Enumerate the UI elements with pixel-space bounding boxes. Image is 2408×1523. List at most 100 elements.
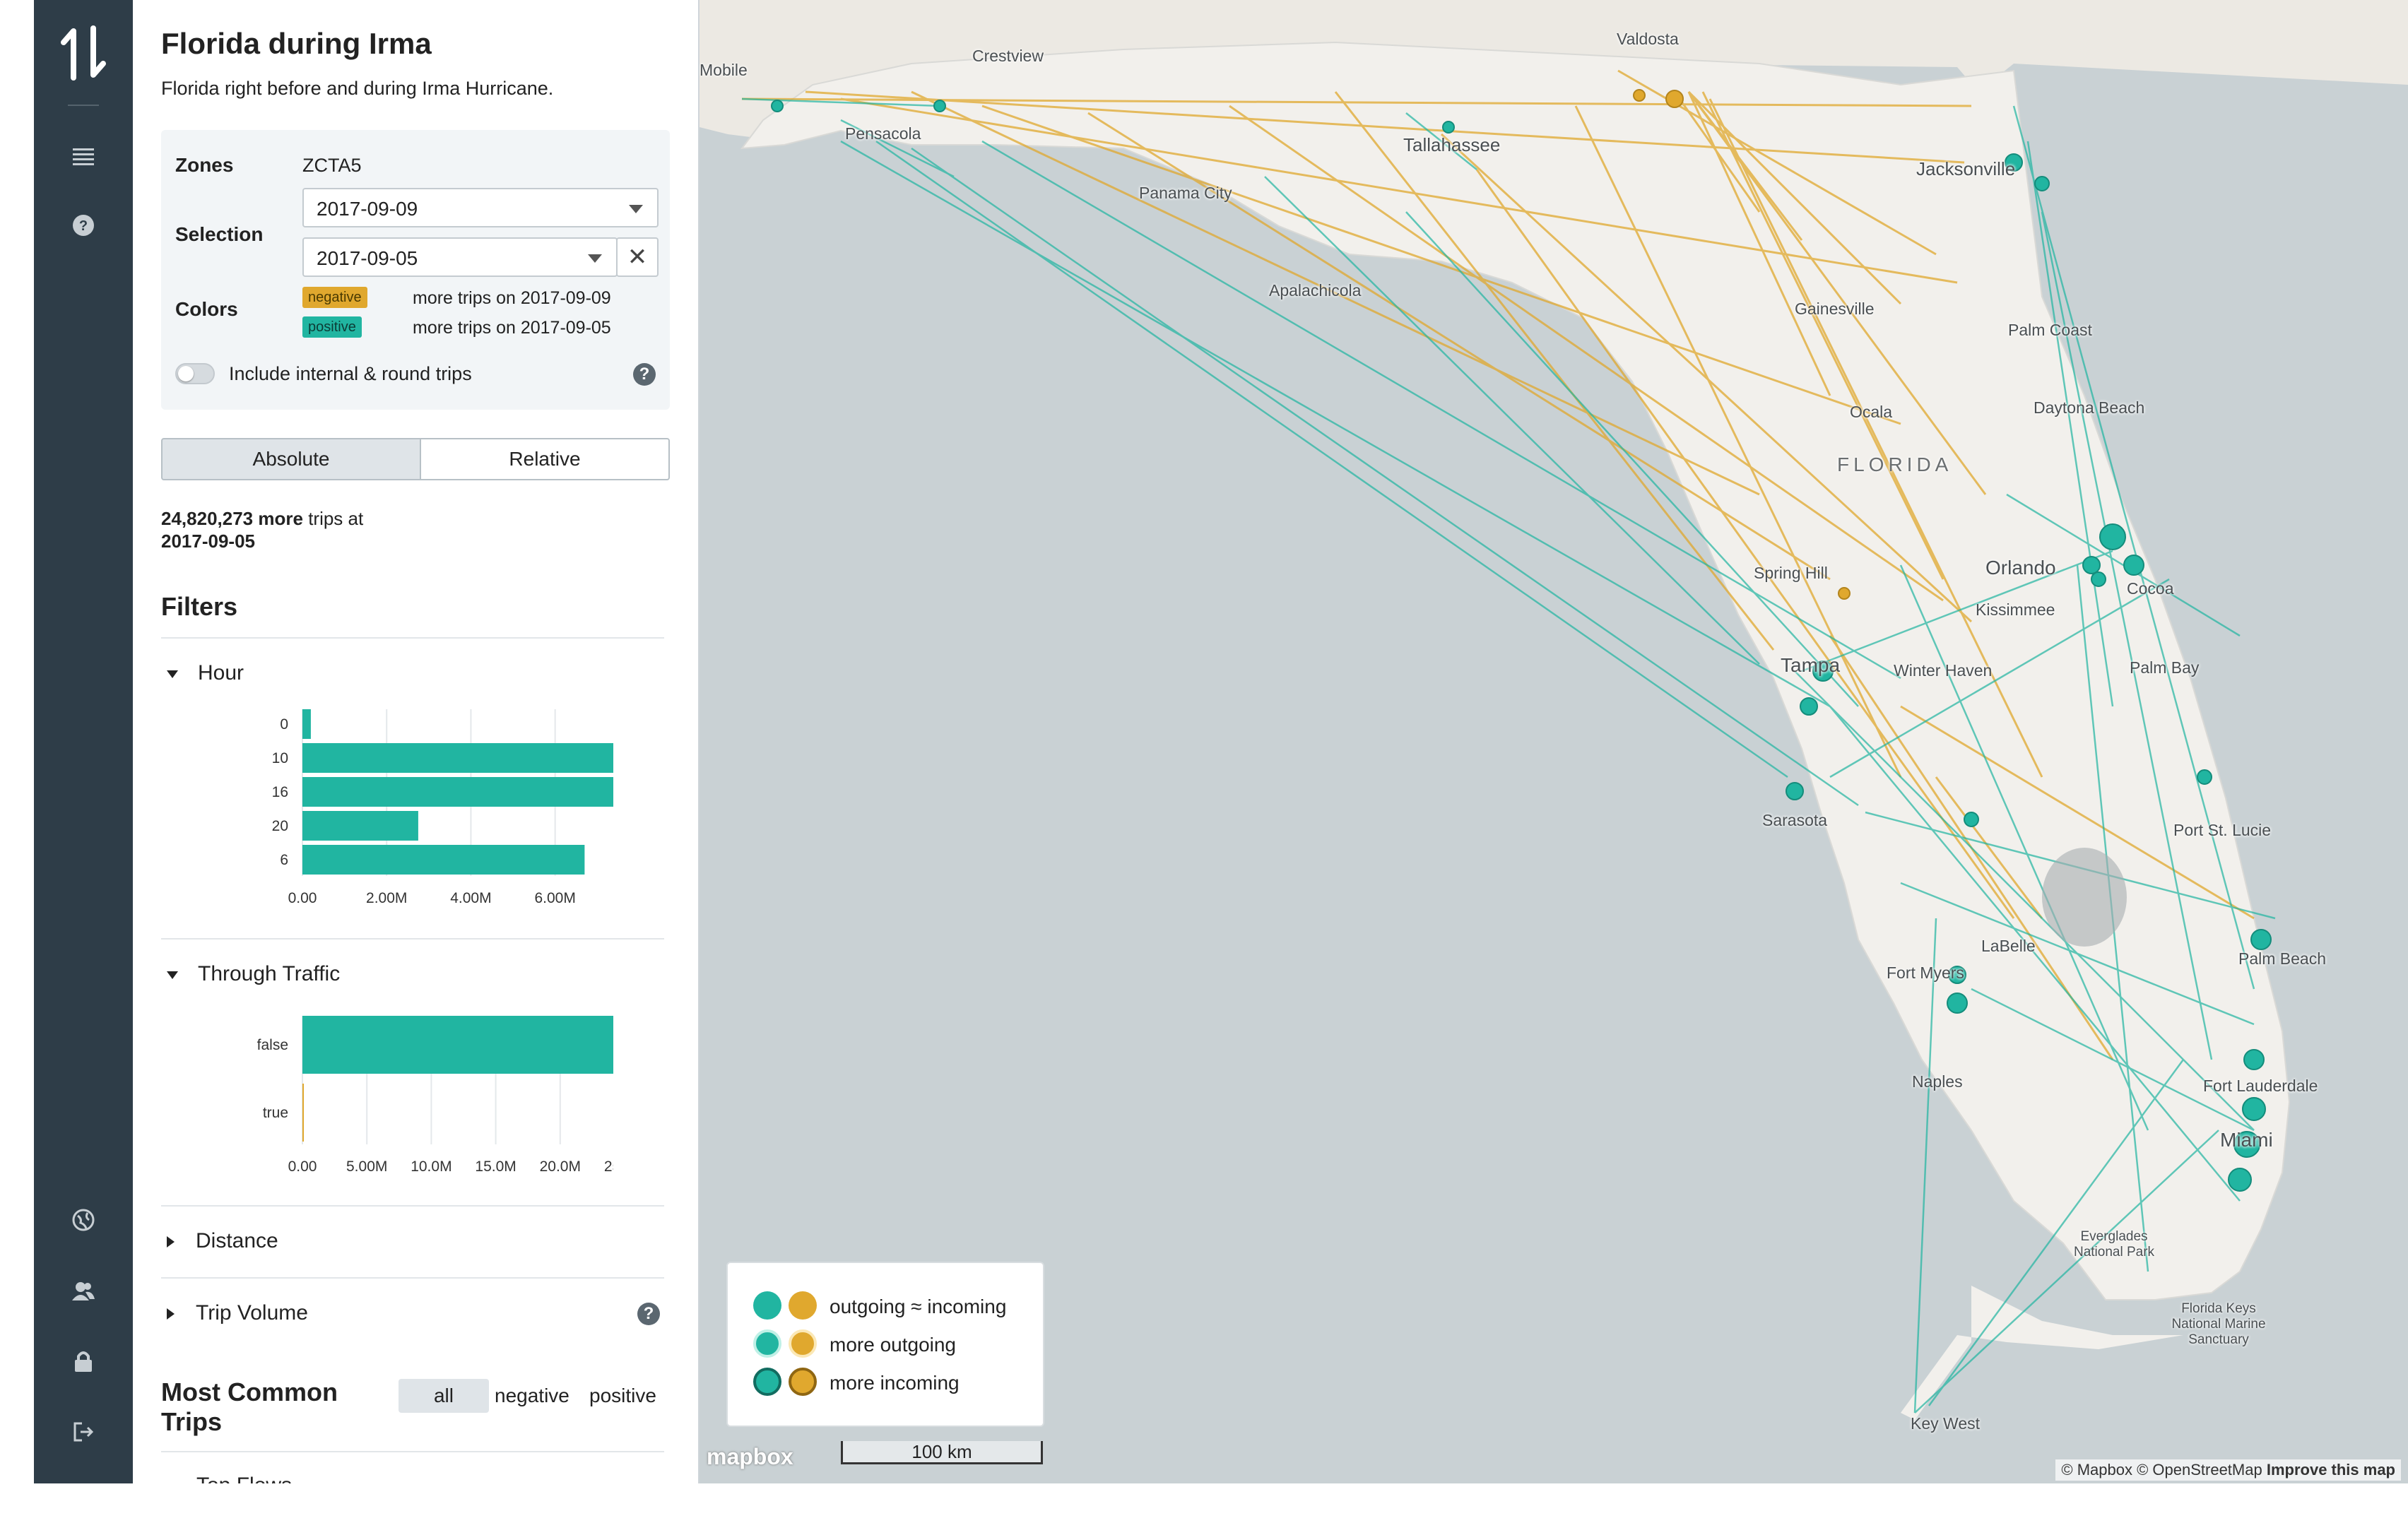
internal-trips-toggle[interactable]	[175, 363, 215, 384]
caret-down-icon	[167, 670, 178, 678]
through-traffic-filter-toggle[interactable]: Through Traffic	[167, 962, 340, 986]
map-label: Jacksonville	[1916, 158, 2016, 179]
navbar: ?	[34, 0, 133, 1483]
divider	[161, 1205, 664, 1207]
selection-2-value: 2017-09-05	[317, 247, 418, 269]
bar-16[interactable]	[302, 777, 613, 807]
map-label: Panama City	[1139, 184, 1232, 202]
x-tick-label: 25.0M	[604, 1158, 613, 1175]
bar-20[interactable]	[302, 811, 418, 841]
bar-10[interactable]	[302, 743, 613, 773]
bar-0[interactable]	[302, 709, 311, 739]
bar-true[interactable]	[302, 1084, 304, 1142]
chevron-down-icon	[629, 205, 643, 213]
keys	[1901, 1286, 2183, 1420]
lock-icon[interactable]	[34, 1342, 133, 1385]
map-label: Daytona Beach	[2034, 398, 2145, 417]
category-label: 0	[280, 716, 288, 733]
summary-rest: trips at	[308, 508, 364, 529]
map-label: Fort Myers	[1887, 964, 1964, 982]
scale-bar: 100 km	[841, 1441, 1043, 1464]
selection-2-select[interactable]: 2017-09-05	[302, 237, 618, 277]
land-florida	[740, 41, 2291, 1300]
zones-label: Zones	[175, 154, 234, 176]
side-panel: Florida during Irma Florida right before…	[133, 0, 700, 1483]
nav-divider	[68, 105, 99, 106]
hour-filter-toggle[interactable]: Hour	[167, 661, 244, 685]
logout-icon[interactable]	[34, 1413, 133, 1455]
most-common-title: Most Common Trips	[161, 1377, 338, 1437]
map-label: Florida Keys National Marine Sanctuary	[2171, 1301, 2266, 1347]
help-icon[interactable]: ?	[34, 206, 133, 249]
trip-volume-filter-toggle[interactable]: Trip Volume	[167, 1301, 308, 1325]
divider	[161, 637, 664, 639]
divider	[161, 1451, 664, 1452]
filters-title: Filters	[161, 592, 238, 621]
legend-row-3: more incoming	[830, 1372, 960, 1394]
chevron-down-icon	[588, 254, 602, 263]
tab-negative[interactable]: negative	[495, 1385, 569, 1406]
map-label: Mobile	[700, 61, 748, 79]
trip-summary: 24,820,273 more trips at 2017-09-05	[161, 507, 363, 552]
caret-right-icon	[167, 1236, 175, 1248]
map-label: Pensacola	[845, 124, 921, 143]
teal-flows	[741, 97, 2276, 1414]
orange-dot	[789, 1291, 817, 1320]
category-label: true	[263, 1105, 288, 1121]
legend-row-2: more outgoing	[830, 1334, 957, 1356]
selection-1-value: 2017-09-09	[317, 198, 418, 220]
attribution-text[interactable]: © Mapbox © OpenStreetMap	[2061, 1461, 2262, 1478]
x-tick-label: 10.0M	[411, 1158, 452, 1175]
zones-value: ZCTA5	[302, 155, 362, 176]
distance-filter-toggle[interactable]: Distance	[167, 1229, 278, 1253]
map-label: Apalachicola	[1269, 281, 1362, 300]
map-label: Crestview	[972, 47, 1044, 65]
help-icon[interactable]: ?	[637, 1303, 660, 1325]
menu-icon[interactable]	[34, 136, 133, 178]
positive-text: more trips on 2017-09-05	[413, 318, 611, 338]
x-tick-label: 2.00M	[366, 890, 407, 906]
teal-outgoing-dot	[753, 1329, 781, 1358]
logo-icon[interactable]	[58, 21, 109, 85]
map-label: Sarasota	[1762, 811, 1828, 829]
close-icon: ✕	[627, 244, 648, 271]
divider	[161, 1277, 664, 1279]
category-label: false	[257, 1037, 288, 1053]
clear-selection-button[interactable]: ✕	[616, 237, 659, 277]
x-tick-label: 6.00M	[534, 890, 575, 906]
help-icon[interactable]: ?	[633, 363, 656, 386]
users-icon[interactable]	[34, 1272, 133, 1314]
svg-text:?: ?	[79, 218, 88, 234]
mapbox-logo[interactable]: mapbox	[707, 1444, 793, 1469]
relative-button[interactable]: Relative	[420, 438, 670, 480]
panel-subtitle: Florida right before and during Irma Hur…	[161, 78, 554, 99]
tab-positive[interactable]: positive	[589, 1385, 656, 1406]
negative-text: more trips on 2017-09-09	[413, 288, 611, 308]
summary-more: more	[258, 508, 303, 529]
teal-incoming-dot	[753, 1368, 781, 1396]
x-tick-label: 0.00	[288, 1158, 317, 1175]
selection-1-select[interactable]: 2017-09-09	[302, 188, 659, 227]
toggle-knob	[178, 366, 194, 381]
map-label: Tallahassee	[1403, 134, 1501, 155]
summary-date: 2017-09-05	[161, 531, 255, 552]
category-label: 6	[280, 852, 288, 868]
bar-6[interactable]	[302, 845, 585, 875]
x-tick-label: 4.00M	[450, 890, 491, 906]
orange-outgoing-dot	[789, 1329, 817, 1358]
legend-row-1: outgoing ≈ incoming	[830, 1296, 1007, 1317]
map-label: Spring Hill	[1754, 564, 1828, 582]
map-label: Key West	[1911, 1414, 1980, 1433]
hour-filter-title: Hour	[198, 661, 244, 685]
bar-false[interactable]	[302, 1016, 613, 1074]
tab-all[interactable]: all	[399, 1379, 489, 1413]
selection-label: Selection	[175, 223, 264, 245]
map[interactable]: Valdosta Mobile Crestview Pensacola Tall…	[700, 0, 2408, 1483]
improve-map-link[interactable]: Improve this map	[2266, 1461, 2395, 1478]
absolute-button[interactable]: Absolute	[161, 438, 421, 480]
map-canvas[interactable]	[700, 0, 2408, 1483]
panel-title: Florida during Irma	[161, 27, 432, 60]
most-common-line-1: Most Common	[161, 1377, 338, 1406]
globe-icon[interactable]	[34, 1201, 133, 1243]
x-tick-label: 0.00	[288, 890, 317, 906]
